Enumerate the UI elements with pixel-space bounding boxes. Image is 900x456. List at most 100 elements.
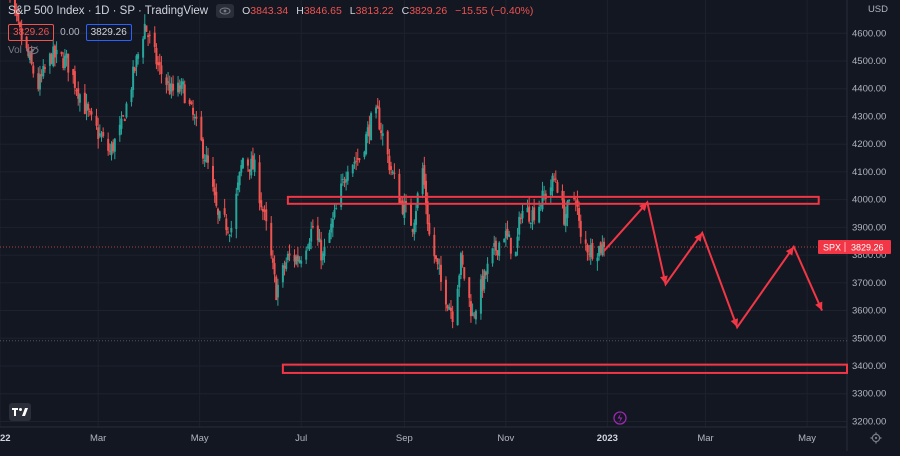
sell-button[interactable]: 3829.26	[8, 24, 55, 41]
candle-body	[20, 28, 23, 40]
open-value: 3843.34	[250, 5, 289, 17]
candle-body	[17, 12, 20, 21]
candle-body	[355, 160, 358, 162]
currency-label[interactable]: USD	[867, 4, 888, 15]
candle-body	[236, 182, 239, 190]
candle-body	[52, 46, 55, 66]
x-tick-label: Nov	[497, 433, 514, 444]
candle-body	[543, 194, 546, 196]
candle-body	[504, 230, 507, 239]
hide-symbol-button[interactable]	[216, 4, 235, 18]
candle-body	[474, 310, 477, 320]
candle-body	[584, 239, 587, 244]
candle-body	[541, 190, 544, 210]
candle-body	[73, 71, 76, 88]
candle-body	[479, 279, 482, 314]
candle-body	[438, 267, 441, 269]
eye-off-icon[interactable]	[26, 46, 39, 55]
candle-body	[157, 62, 160, 66]
candle-body	[358, 158, 361, 160]
resistance-box	[286, 195, 820, 205]
candle-body	[120, 118, 123, 129]
candle-body	[503, 239, 506, 243]
candle-body	[368, 124, 371, 137]
volume-legend: Vol	[8, 45, 39, 56]
candle-body	[434, 255, 437, 259]
candle-body	[87, 104, 90, 110]
candle-body	[132, 66, 135, 91]
candle-body	[30, 50, 33, 64]
candle-body	[566, 201, 569, 218]
candle-body	[539, 205, 542, 207]
candle-body	[55, 49, 58, 55]
symbol-title[interactable]: S&P 500 Index · 1D · SP · TradingView	[8, 5, 209, 17]
x-tick-label: Sep	[396, 433, 413, 444]
candle-body	[428, 222, 431, 235]
projection-arrowhead	[815, 301, 823, 311]
projection-arrowhead	[638, 202, 648, 212]
x-tick-label: Jul	[295, 433, 307, 444]
candle-body	[323, 246, 326, 257]
candle-body	[88, 110, 91, 112]
candle-body	[484, 272, 487, 276]
candle-body	[573, 198, 576, 200]
candle-body	[43, 67, 46, 70]
candle-body	[305, 250, 308, 260]
candle-body	[459, 253, 462, 276]
candle-body	[538, 206, 541, 223]
tradingview-logo[interactable]	[9, 403, 31, 421]
candle-body	[356, 158, 359, 160]
y-tick-label: 3700.00	[852, 278, 886, 289]
candle-body	[494, 240, 497, 251]
candle-body	[421, 168, 424, 195]
candle-body	[148, 34, 151, 36]
candle-body	[433, 234, 436, 257]
candle-body	[473, 315, 476, 317]
change-value: −15.55 (−0.40%)	[455, 5, 534, 17]
candle-body	[271, 258, 274, 263]
candle-body	[183, 84, 186, 104]
candle-body	[526, 207, 529, 213]
candle-body	[486, 263, 489, 274]
candle-body	[549, 187, 552, 195]
candle-body	[386, 131, 389, 155]
candle-body	[177, 82, 180, 93]
candle-body	[493, 242, 496, 247]
y-tick-label: 4200.00	[852, 139, 886, 150]
candle-body	[225, 218, 228, 231]
candle-body	[193, 117, 196, 119]
candle-body	[310, 229, 313, 242]
candle-body	[461, 254, 464, 265]
candle-body	[228, 234, 231, 237]
candle-body	[273, 263, 276, 275]
candle-body	[265, 209, 268, 222]
last-price-tag: SPX 3829.26	[818, 239, 891, 254]
candle-body	[533, 207, 536, 221]
candle-body	[579, 220, 582, 237]
candle-body	[123, 119, 126, 122]
candle-body	[112, 142, 115, 152]
candle-body	[363, 151, 366, 158]
candle-body	[400, 201, 403, 203]
candle-body	[170, 83, 173, 92]
buy-button[interactable]: 3829.26	[85, 24, 132, 41]
candle-body	[380, 130, 383, 134]
candle-body	[469, 301, 472, 317]
candle-body	[388, 155, 391, 171]
settings-gear-icon[interactable]	[870, 432, 882, 444]
candle-body	[281, 265, 284, 283]
candle-body	[261, 208, 264, 212]
event-marker	[613, 411, 627, 425]
candle-body	[366, 127, 369, 136]
candle-body	[335, 208, 338, 210]
candle-body	[318, 238, 321, 242]
candle-body	[598, 246, 601, 257]
candle-body	[341, 179, 344, 181]
candle-body	[531, 210, 534, 222]
candle-body	[423, 165, 426, 185]
candle-body	[506, 228, 509, 236]
y-tick-label: 3600.00	[852, 306, 886, 317]
tradingview-logo-icon	[12, 408, 28, 416]
